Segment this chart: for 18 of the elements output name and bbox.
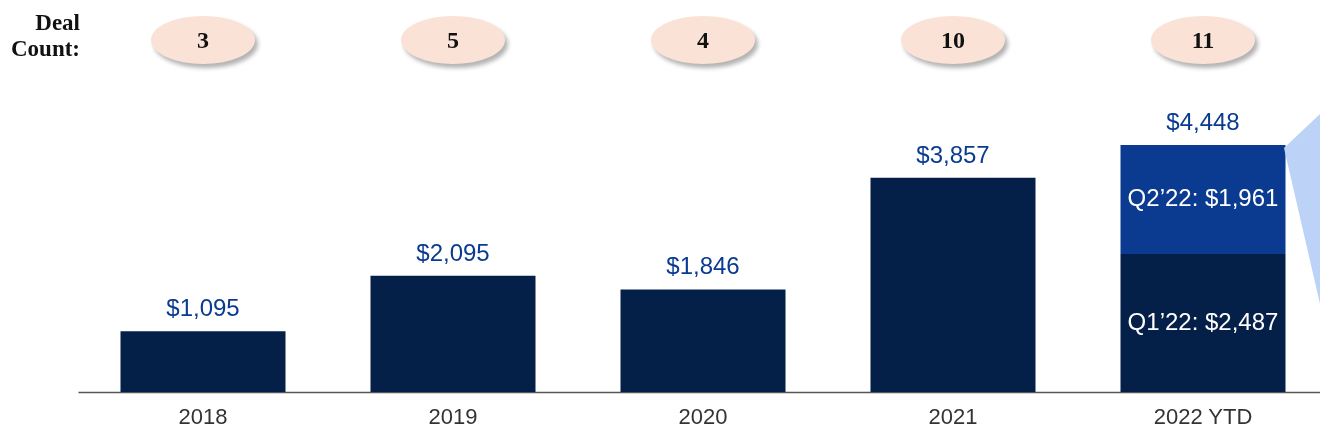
x-tick-label: 2020 — [678, 403, 728, 429]
bar — [120, 331, 286, 392]
x-tick-label: 2021 — [928, 403, 978, 429]
bar — [620, 289, 786, 392]
bar — [370, 275, 536, 392]
total-label: $2,095 — [416, 238, 490, 266]
total-label: $1,846 — [666, 252, 740, 280]
x-tick-label: 2019 — [428, 403, 478, 429]
data-label: Q1’22: $2,487 — [1127, 307, 1279, 335]
total-label: $3,857 — [916, 140, 990, 168]
total-label: $1,095 — [166, 294, 240, 322]
bar — [1120, 253, 1286, 392]
x-tick-label: 2018 — [178, 403, 228, 429]
bar — [870, 177, 1036, 392]
total-label: $4,448 — [1166, 108, 1240, 135]
data-label: Q2’22: $1,961 — [1127, 184, 1279, 212]
x-tick-label: 2022 YTD — [1153, 403, 1253, 429]
text: Deal Count: — [10, 10, 80, 62]
